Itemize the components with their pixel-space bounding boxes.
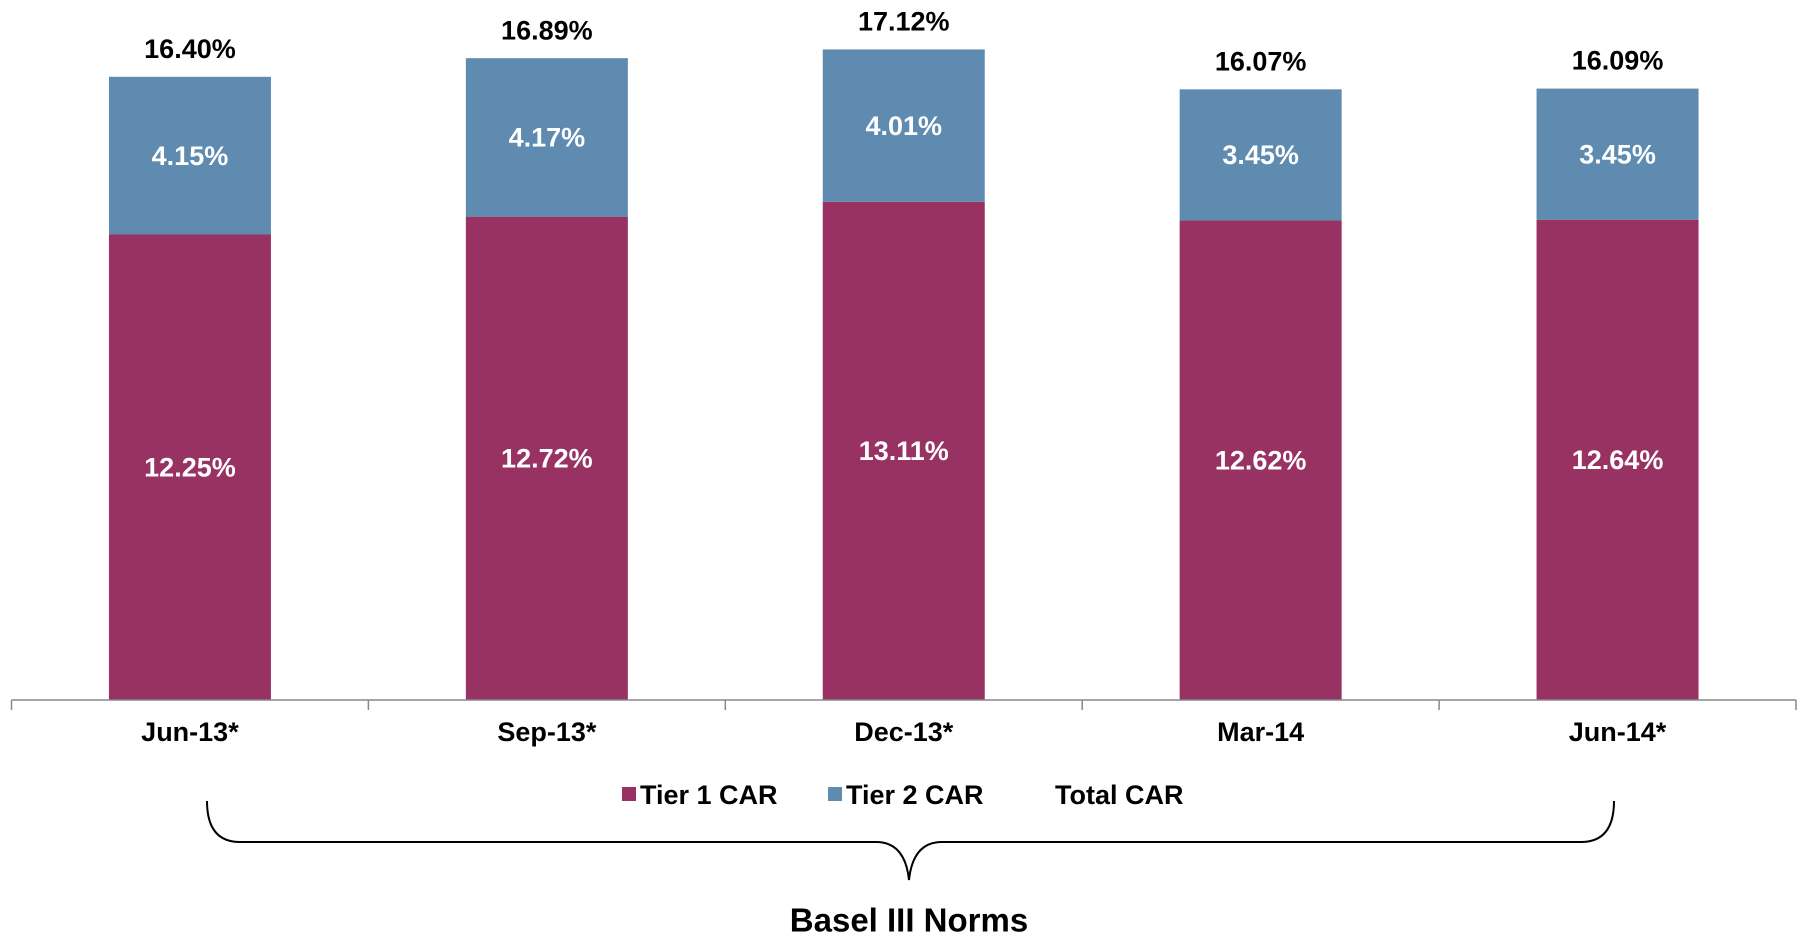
bar-segment — [1536, 219, 1699, 700]
x-tick-label: Mar-14 — [1217, 717, 1304, 747]
bar-segment — [465, 216, 628, 700]
data-label: 4.15% — [152, 141, 229, 171]
bar-segment — [822, 49, 985, 202]
legend-label: Tier 2 CAR — [846, 780, 984, 810]
total-label: 17.12% — [858, 7, 950, 37]
data-label: 4.17% — [509, 123, 586, 153]
brace — [206, 800, 1615, 881]
data-label: 4.01% — [865, 111, 942, 141]
legend-label: Tier 1 CAR — [640, 780, 778, 810]
legend-swatch — [828, 787, 842, 801]
data-label: 12.64% — [1572, 445, 1664, 475]
data-label: 12.25% — [144, 452, 236, 482]
bar-segment — [108, 234, 271, 700]
total-label: 16.09% — [1572, 46, 1664, 76]
x-tick-label: Jun-14* — [1569, 717, 1667, 747]
total-label: 16.89% — [501, 15, 593, 45]
bar-segment — [1179, 220, 1342, 700]
annotation: Basel III Norms — [790, 902, 1028, 939]
bar-segment — [1179, 89, 1342, 221]
x-tick-label: Dec-13* — [854, 717, 954, 747]
x-tick-label: Jun-13* — [141, 717, 239, 747]
data-label: 13.11% — [859, 436, 949, 466]
total-label: 16.40% — [144, 34, 236, 64]
bar-segment — [822, 201, 985, 700]
legend-swatch — [622, 787, 636, 801]
data-label: 12.72% — [501, 443, 593, 473]
data-label: 3.45% — [1579, 139, 1656, 169]
bar-segment — [108, 76, 271, 235]
bar-segment — [1536, 88, 1699, 220]
data-label: 3.45% — [1222, 140, 1299, 170]
x-tick-label: Sep-13* — [497, 717, 597, 747]
legend-label: Total CAR — [1055, 780, 1184, 810]
data-label: 12.62% — [1215, 445, 1307, 475]
bar-segment — [465, 58, 628, 217]
total-label: 16.07% — [1215, 46, 1307, 76]
